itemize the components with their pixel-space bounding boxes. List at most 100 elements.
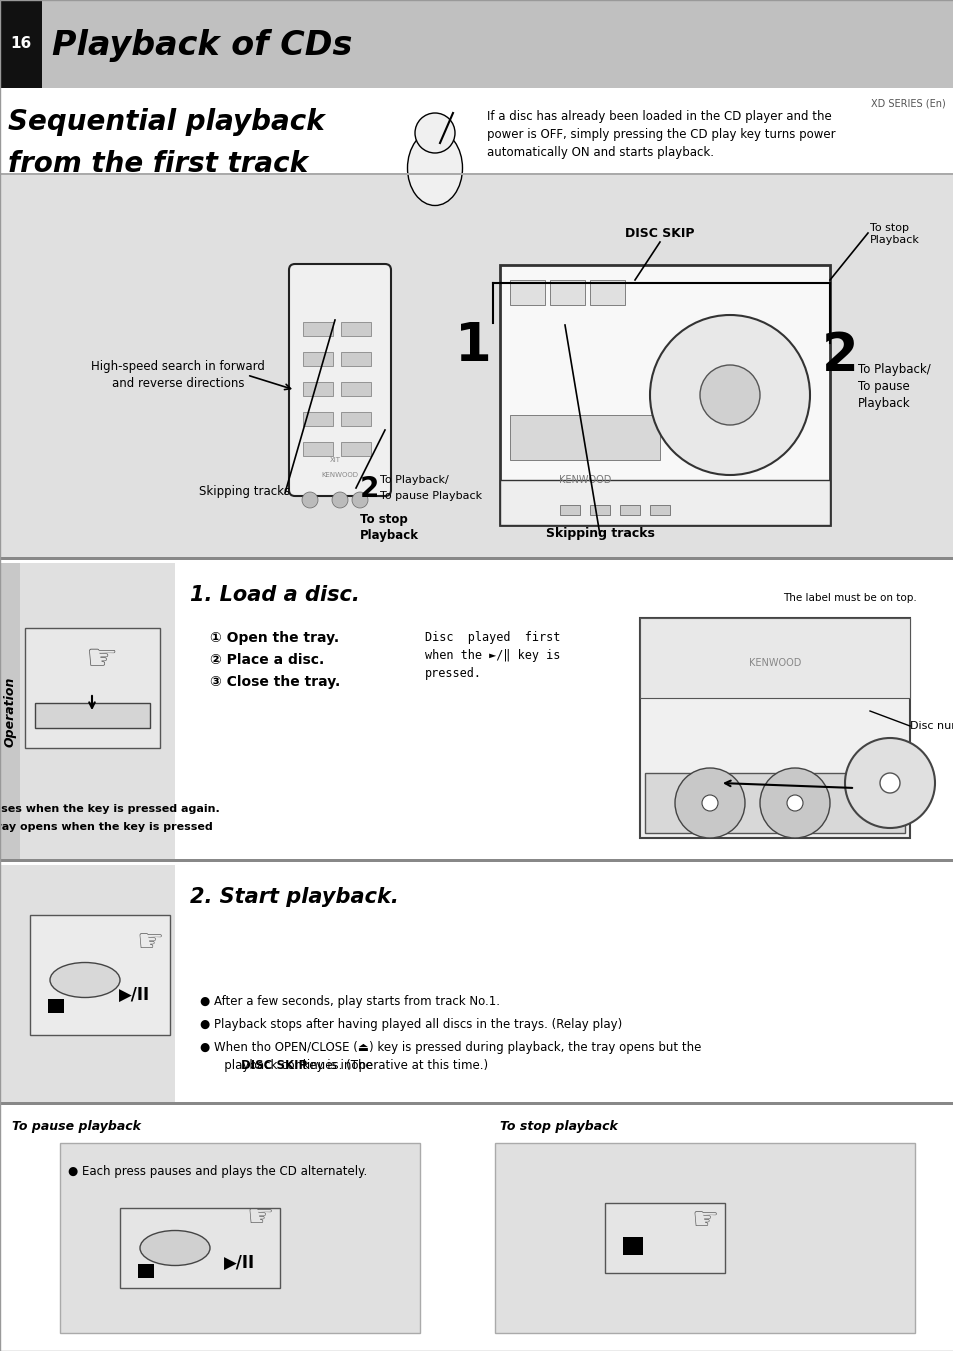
Bar (340, 382, 371, 396)
Text: ● Each press pauses and plays the CD alternately.: ● Each press pauses and plays the CD alt… (68, 1165, 367, 1178)
Circle shape (879, 773, 899, 793)
Bar (35, 703, 150, 728)
Bar (0, 0, 42, 88)
Bar (30, 915, 170, 1035)
Circle shape (844, 738, 934, 828)
Bar (649, 505, 669, 515)
Bar (0, 563, 20, 862)
Bar (0, 563, 174, 862)
Bar (510, 280, 544, 305)
Text: ● After a few seconds, play starts from track No.1.: ● After a few seconds, play starts from … (200, 994, 499, 1008)
Text: Operation: Operation (4, 677, 16, 747)
Text: Skipping tracks: Skipping tracks (545, 527, 654, 540)
Text: Playback of CDs: Playback of CDs (52, 30, 352, 62)
Bar (0, 865, 953, 1105)
Bar (0, 1108, 953, 1351)
Text: KENWOOD: KENWOOD (748, 658, 801, 667)
Text: The tray opens when the key is pressed: The tray opens when the key is pressed (0, 821, 213, 832)
Text: XD SERIES (En): XD SERIES (En) (870, 99, 945, 108)
Text: 1. Load a disc.: 1. Load a disc. (190, 585, 359, 605)
Bar (0, 557, 953, 561)
Circle shape (352, 492, 368, 508)
Text: To pause playback: To pause playback (12, 1120, 141, 1133)
Text: 2: 2 (821, 330, 858, 382)
Circle shape (649, 315, 809, 476)
Ellipse shape (407, 131, 462, 205)
Text: 1: 1 (455, 320, 492, 372)
Text: 2: 2 (359, 476, 379, 503)
Bar (559, 505, 579, 515)
Text: ▶/II: ▶/II (224, 1254, 255, 1273)
Bar (589, 280, 624, 305)
Text: when the ►/‖ key is: when the ►/‖ key is (424, 648, 559, 662)
Bar (48, 998, 64, 1013)
Text: 2. Start playback.: 2. Start playback. (190, 888, 398, 907)
Bar (495, 1143, 914, 1333)
Text: To pause Playback: To pause Playback (379, 490, 481, 501)
Text: ● When tho OPEN/CLOSE (⏏) key is pressed during playback, the tray opens but the: ● When tho OPEN/CLOSE (⏏) key is pressed… (200, 1042, 700, 1054)
Text: KENWOOD: KENWOOD (558, 476, 611, 485)
Bar (174, 865, 953, 1105)
Text: High-speed search in forward
and reverse directions: High-speed search in forward and reverse… (91, 359, 265, 390)
Text: To stop
Playback: To stop Playback (869, 223, 919, 246)
Circle shape (700, 365, 760, 426)
Bar (340, 442, 371, 457)
Text: pressed.: pressed. (424, 667, 481, 680)
Text: ☞: ☞ (246, 1204, 274, 1232)
Text: Skipping tracks: Skipping tracks (199, 485, 291, 499)
Text: ● Playback stops after having played all discs in the trays. (Relay play): ● Playback stops after having played all… (200, 1019, 621, 1031)
Bar (644, 773, 904, 834)
Bar (340, 412, 371, 426)
Text: To Playback/
To pause
Playback: To Playback/ To pause Playback (857, 363, 930, 409)
Text: The label must be on top.: The label must be on top. (782, 593, 916, 603)
Bar (619, 505, 639, 515)
Bar (0, 0, 953, 88)
Text: Disc  played  first: Disc played first (424, 631, 559, 644)
Bar (174, 563, 953, 862)
Text: Disc number: Disc number (909, 721, 953, 731)
Bar (622, 1238, 642, 1255)
Circle shape (302, 492, 317, 508)
Bar (303, 322, 333, 336)
Bar (499, 265, 829, 526)
Bar (550, 280, 584, 305)
Text: Sequential playback: Sequential playback (8, 108, 324, 136)
Bar (639, 617, 909, 698)
Circle shape (332, 492, 348, 508)
Circle shape (786, 794, 802, 811)
Bar (303, 412, 333, 426)
Text: and closes when the key is pressed again.: and closes when the key is pressed again… (0, 804, 219, 815)
Circle shape (415, 113, 455, 153)
Text: To Playback/: To Playback/ (379, 476, 448, 485)
Text: If a disc has already been loaded in the CD player and the
power is OFF, simply : If a disc has already been loaded in the… (486, 109, 835, 159)
Bar (0, 1102, 953, 1105)
Bar (0, 173, 953, 176)
Bar (499, 480, 829, 526)
Text: DISC SKIP: DISC SKIP (241, 1059, 307, 1071)
Bar (60, 1143, 419, 1333)
Bar (303, 353, 333, 366)
Bar (589, 505, 609, 515)
Bar (0, 176, 953, 561)
Text: To stop playback: To stop playback (499, 1120, 618, 1133)
Text: KENWOOD: KENWOOD (321, 471, 358, 478)
Text: 16: 16 (10, 36, 31, 51)
Bar (25, 628, 160, 748)
Bar (0, 88, 953, 176)
Text: key is inoperative at this time.): key is inoperative at this time.) (298, 1059, 488, 1071)
Text: ☞: ☞ (86, 640, 118, 676)
FancyBboxPatch shape (289, 263, 391, 496)
Text: ☞: ☞ (691, 1206, 718, 1236)
Text: ▶/II: ▶/II (119, 986, 151, 1004)
Bar (639, 617, 909, 838)
Bar (604, 1202, 724, 1273)
Circle shape (675, 767, 744, 838)
Text: ③ Close the tray.: ③ Close the tray. (210, 676, 340, 689)
Bar (138, 1265, 153, 1278)
Text: To stop
Playback: To stop Playback (359, 513, 418, 542)
Text: from the first track: from the first track (8, 150, 308, 178)
Bar (303, 442, 333, 457)
Ellipse shape (140, 1231, 210, 1266)
Text: playback continues. (The: playback continues. (The (213, 1059, 376, 1071)
Bar (510, 415, 659, 459)
